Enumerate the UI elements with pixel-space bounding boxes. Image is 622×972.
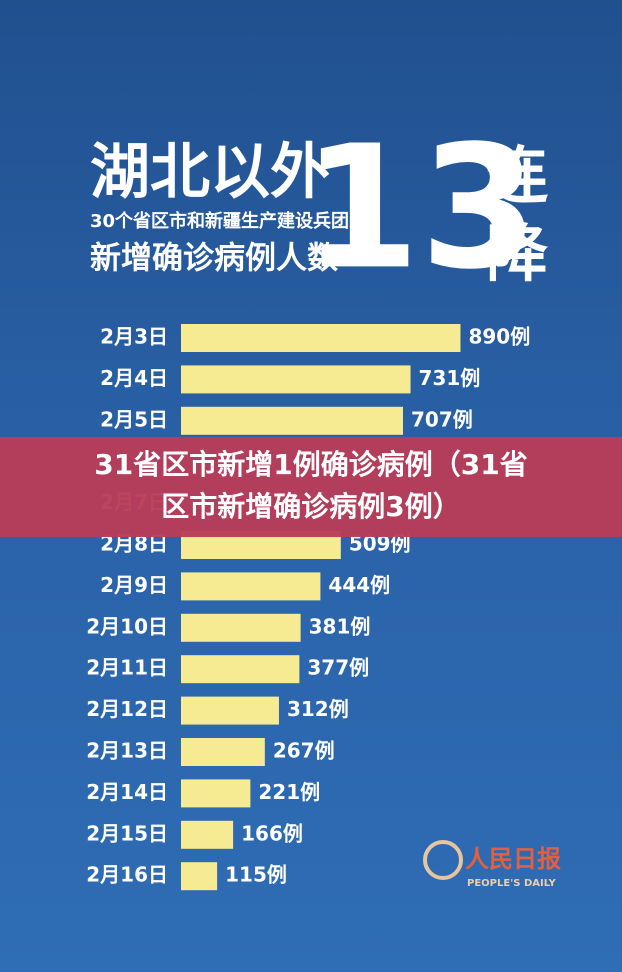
logo-icon [423, 840, 463, 880]
value-label: 312例 [287, 697, 349, 721]
banner [0, 437, 622, 537]
bar [181, 406, 403, 435]
category-label: 2月4日 [100, 366, 168, 390]
category-label: 2月15日 [86, 821, 168, 845]
category-label: 2月10日 [86, 614, 168, 638]
category-label: 2月3日 [100, 325, 168, 349]
title-suffix: 连 [486, 139, 549, 212]
bar [181, 613, 301, 642]
category-label: 2月16日 [86, 863, 168, 887]
source-en: PEOPLE'S DAILY [467, 878, 557, 889]
subtitle: 30个省区市和新疆生产建设兵团 [90, 210, 349, 232]
category-label: 2月5日 [100, 407, 168, 431]
bar [181, 324, 461, 352]
banner-text: 区市新增确诊病例3例） [161, 490, 460, 523]
bar [181, 572, 321, 601]
category-label: 2月13日 [86, 739, 168, 763]
bar [181, 655, 300, 684]
category-label: 2月11日 [86, 656, 168, 680]
value-label: 221例 [258, 780, 320, 804]
value-label: 267例 [273, 739, 335, 763]
title: 湖北以外 [90, 138, 330, 208]
bar [181, 779, 251, 808]
value-label: 377例 [307, 656, 369, 680]
value-label: 707例 [411, 407, 473, 431]
bar [181, 820, 234, 849]
category-label: 2月9日 [100, 573, 168, 597]
title-number: 13 [302, 109, 539, 307]
banner-text: 31省区市新增1例确诊病例（31省 [94, 448, 527, 481]
value-label: 890例 [468, 325, 530, 349]
subtitle: 新增确诊病例人数 [90, 241, 338, 277]
title-suffix: 降 [486, 217, 548, 290]
bar [181, 738, 265, 766]
value-label: 166例 [241, 821, 303, 845]
value-label: 115例 [225, 863, 287, 887]
bar [181, 365, 411, 394]
category-label: 2月12日 [86, 697, 168, 721]
bar [181, 696, 279, 725]
value-label: 444例 [328, 573, 390, 597]
category-label: 2月14日 [86, 780, 168, 804]
bar [181, 862, 218, 891]
value-label: 381例 [309, 614, 371, 638]
value-label: 731例 [419, 366, 481, 390]
source: 人民日报 [465, 845, 561, 873]
